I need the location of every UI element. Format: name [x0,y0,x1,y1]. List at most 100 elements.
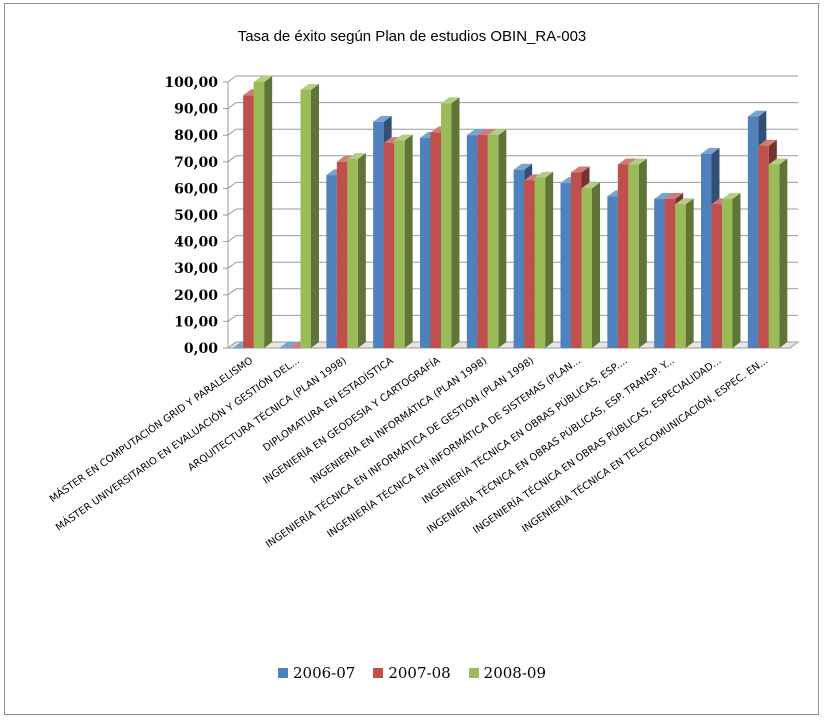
bar [253,76,273,348]
y-tick-label: 100,00 [164,75,218,91]
bar-side [264,76,273,348]
bar-top [571,166,590,173]
bar-front [394,140,405,348]
bar-top [722,193,741,200]
bar-front [441,103,452,348]
bar [534,171,554,348]
bar-front [711,204,722,348]
legend-item-2: 2008-09 [468,664,547,682]
chart-title: Tasa de éxito según Plan de estudios OBI… [237,28,587,45]
gridline [227,181,798,189]
bar-side [451,97,460,348]
bar-front [722,199,733,348]
bar-side [732,193,741,348]
bar-front [571,172,582,348]
bar [675,198,694,348]
x-tick-label: MÁSTER EN COMPUTACIÓN GRID Y PARALELISMO [47,354,256,505]
bar-front [487,135,499,348]
bar-front [232,348,244,349]
bar [279,342,298,349]
bar [628,158,647,348]
y-tick-label: 90,00 [174,102,218,118]
bar-front [326,175,337,348]
bar-front [373,121,384,349]
bar-front [477,135,488,348]
y-tick-label: 10,00 [174,314,218,330]
bar-front [513,169,525,348]
bar-side [357,153,366,348]
legend-swatch-1 [373,668,384,678]
bar-top [253,76,273,82]
bar-top [513,163,533,170]
bar-front [617,164,629,348]
bar-side [311,83,319,348]
y-tick-label: 0,00 [184,341,218,357]
legend-label-0: 2006-07 [292,664,356,682]
bar-front [347,159,358,348]
bar-side [779,158,788,348]
gridline [227,155,798,163]
bar-side [545,171,554,348]
bar-front [560,183,571,348]
bar-top [394,134,413,141]
bar-front [758,145,769,348]
bar-front [675,204,686,348]
bar-front [524,180,535,348]
bar-top [758,139,777,146]
bar-front [534,177,546,348]
gridline [227,75,798,83]
bar-side [685,198,694,348]
bar-top [617,158,637,165]
bar-top [581,182,600,189]
legend: 2006-07 2007-08 2008-09 [0,664,824,682]
y-tick-label: 80,00 [174,128,218,144]
bar-front [279,348,290,349]
bar-front [336,161,348,348]
bar-top [664,193,684,200]
bar-front [628,164,639,348]
bar-side [592,182,600,348]
legend-item-0: 2006-07 [277,664,356,682]
bar [768,158,788,348]
y-tick-label: 40,00 [174,235,218,251]
bar-top [347,153,366,160]
bar-side [498,129,507,348]
bar [441,97,460,348]
bar-front [581,188,592,348]
bar [722,193,741,348]
y-tick-label: 20,00 [174,288,218,304]
bar-top [477,129,496,136]
bar-top [768,158,788,165]
bar-front [300,89,311,348]
bar-front [747,116,759,348]
bar [300,83,319,348]
bar [581,182,600,348]
bar-top [279,342,298,348]
bar-side [404,134,413,348]
bar-front [607,196,618,348]
bar-top [441,97,460,104]
bar [487,129,507,348]
bar-front [466,135,478,348]
gridline [227,102,798,109]
bar-front [768,164,780,348]
legend-label-2: 2008-09 [483,664,547,682]
y-tick-label: 60,00 [174,181,218,197]
legend-swatch-2 [468,668,479,678]
bar-top [466,129,486,136]
bar-front [701,153,712,348]
bar-top [300,83,319,90]
bar-top [675,198,694,205]
bar-top [747,110,767,117]
y-tick-label: 30,00 [174,261,218,277]
bar-top [701,147,720,154]
bars [232,76,788,349]
bar-top [628,158,647,165]
y-tick-label: 70,00 [174,155,218,171]
gridline [227,128,798,136]
bar-top [534,171,554,178]
bar [347,153,366,348]
bar-front [253,82,265,348]
legend-label-1: 2007-08 [388,664,451,682]
